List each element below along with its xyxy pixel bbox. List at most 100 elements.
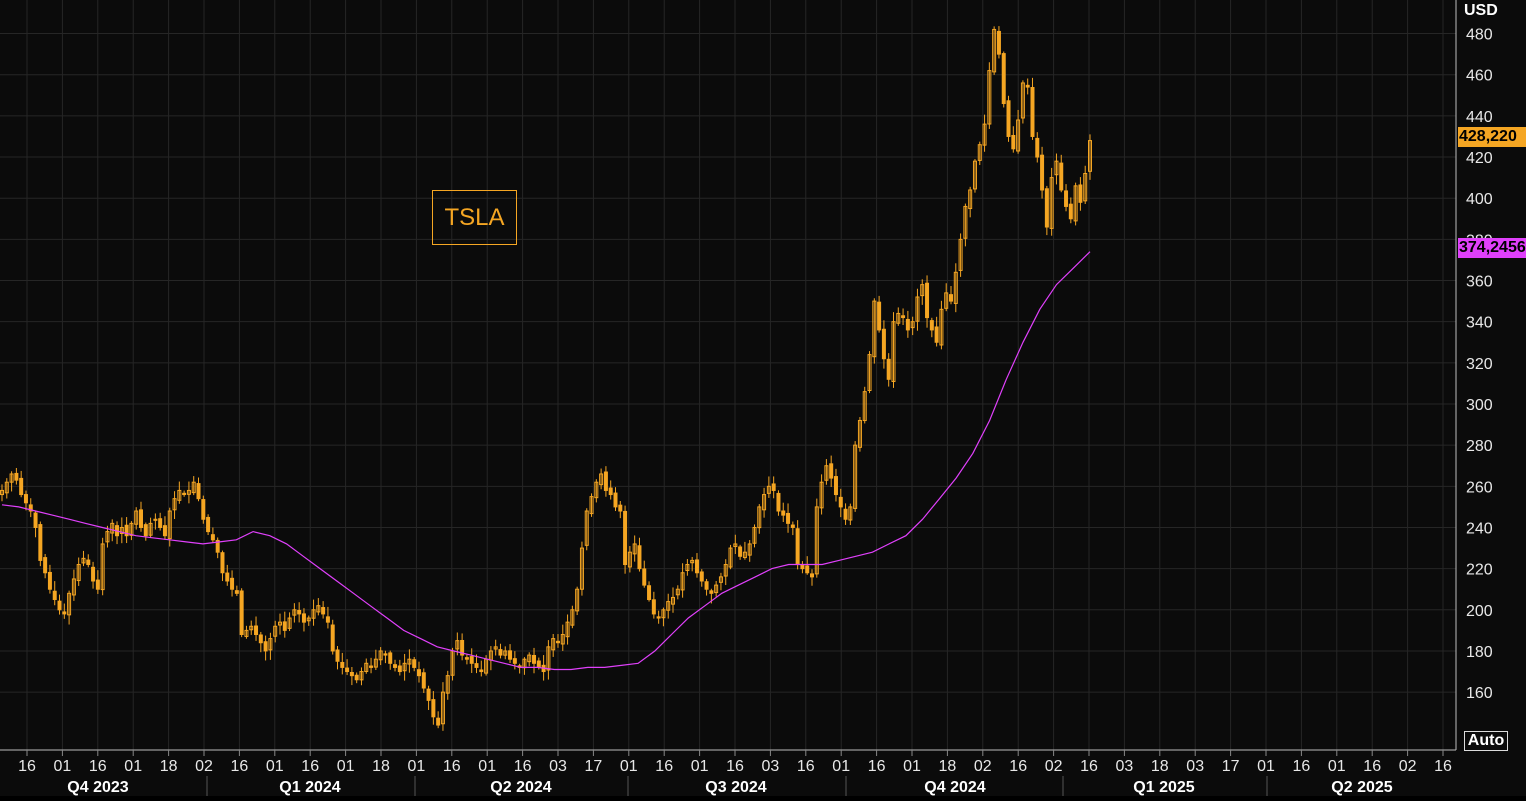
candle (369, 657, 374, 674)
candle (532, 647, 537, 674)
candle (814, 498, 819, 578)
y-tick-label: 460 (1466, 68, 1493, 85)
candle (220, 550, 225, 582)
candle (33, 510, 38, 538)
x-tick-label: 16 (868, 758, 886, 775)
x-tick-label: 16 (18, 758, 36, 775)
ticker-label[interactable]: TSLA (432, 190, 517, 245)
candle (786, 503, 791, 533)
candle (810, 569, 815, 586)
y-tick-label: 220 (1466, 562, 1493, 579)
candle (508, 644, 513, 664)
candle (618, 501, 623, 519)
candle (201, 495, 206, 524)
quarter-label: Q2 2024 (490, 779, 551, 796)
candle (215, 537, 220, 559)
candle (440, 682, 445, 731)
candle (469, 648, 474, 673)
candle (1078, 177, 1083, 211)
candle (838, 488, 843, 518)
y-tick-label: 280 (1466, 438, 1493, 455)
candle (963, 203, 968, 247)
candle (886, 353, 891, 387)
y-tick-label: 180 (1466, 644, 1493, 661)
candle (301, 608, 306, 632)
candle (210, 527, 215, 543)
candle (311, 599, 316, 626)
candle (522, 657, 527, 675)
candle (565, 614, 570, 645)
x-tick-label: 03 (1116, 758, 1134, 775)
candle (728, 544, 733, 570)
quarter-label: Q3 2024 (705, 779, 766, 796)
candle (752, 524, 757, 548)
x-tick-label: 18 (1151, 758, 1169, 775)
quarter-label: Q4 2024 (924, 779, 985, 796)
candle (345, 659, 350, 676)
auto-scale-button[interactable]: Auto (1464, 731, 1508, 751)
candle (661, 607, 666, 627)
candle (182, 490, 187, 497)
candle (742, 541, 747, 560)
x-tick-label: 03 (1186, 758, 1204, 775)
candle (230, 570, 235, 597)
candle (479, 660, 484, 677)
candle (498, 643, 503, 659)
x-tick-label: 17 (1222, 758, 1240, 775)
candle (968, 186, 973, 218)
candle (824, 459, 829, 485)
candle (1064, 184, 1069, 212)
y-tick-label: 480 (1466, 27, 1493, 44)
candle (244, 625, 249, 639)
candle (86, 554, 91, 568)
candle (589, 493, 594, 517)
candle (1016, 109, 1021, 154)
candle (910, 316, 915, 336)
candle (560, 624, 565, 651)
candle (14, 467, 19, 485)
candle (982, 114, 987, 152)
candle (977, 141, 982, 166)
candle (579, 541, 584, 596)
candle (656, 610, 661, 624)
candle (718, 572, 723, 591)
x-tick-label: 02 (1399, 758, 1417, 775)
candle (119, 517, 124, 544)
candle (124, 517, 129, 544)
x-tick-label: 18 (372, 758, 390, 775)
candle (972, 159, 977, 193)
candle (992, 26, 997, 75)
y-tick-label: 200 (1466, 603, 1493, 620)
y-tick-label: 440 (1466, 109, 1493, 126)
x-tick-label: 01 (266, 758, 284, 775)
x-tick-label: 02 (974, 758, 992, 775)
x-tick-label: 03 (549, 758, 567, 775)
x-tick-label: 01 (903, 758, 921, 775)
candle (378, 647, 383, 666)
x-tick-label: 17 (585, 758, 603, 775)
candle (474, 654, 479, 674)
candle (1044, 185, 1049, 236)
y-tick-label: 320 (1466, 356, 1493, 373)
candle (62, 603, 67, 619)
candle (143, 522, 148, 541)
candle (321, 601, 326, 619)
candle (690, 556, 695, 572)
candle (833, 468, 838, 502)
candle (364, 658, 369, 674)
candle (953, 263, 958, 313)
candle (373, 649, 378, 671)
moving-average-tag: 374,2456 (1458, 238, 1526, 258)
x-axis-ticks: 16 01 16 01 18 02 16 01 16 01 18 01 16 01 16 03 17 01 16 01… (18, 750, 1452, 775)
candle (1040, 146, 1045, 199)
candle (608, 480, 613, 500)
x-tick-label: 01 (54, 758, 72, 775)
axes: USD (0, 0, 1498, 751)
candle (603, 466, 608, 497)
candle (1020, 80, 1025, 124)
candle (9, 471, 14, 492)
candle (19, 470, 24, 498)
candle (43, 553, 48, 579)
candle (551, 634, 556, 657)
